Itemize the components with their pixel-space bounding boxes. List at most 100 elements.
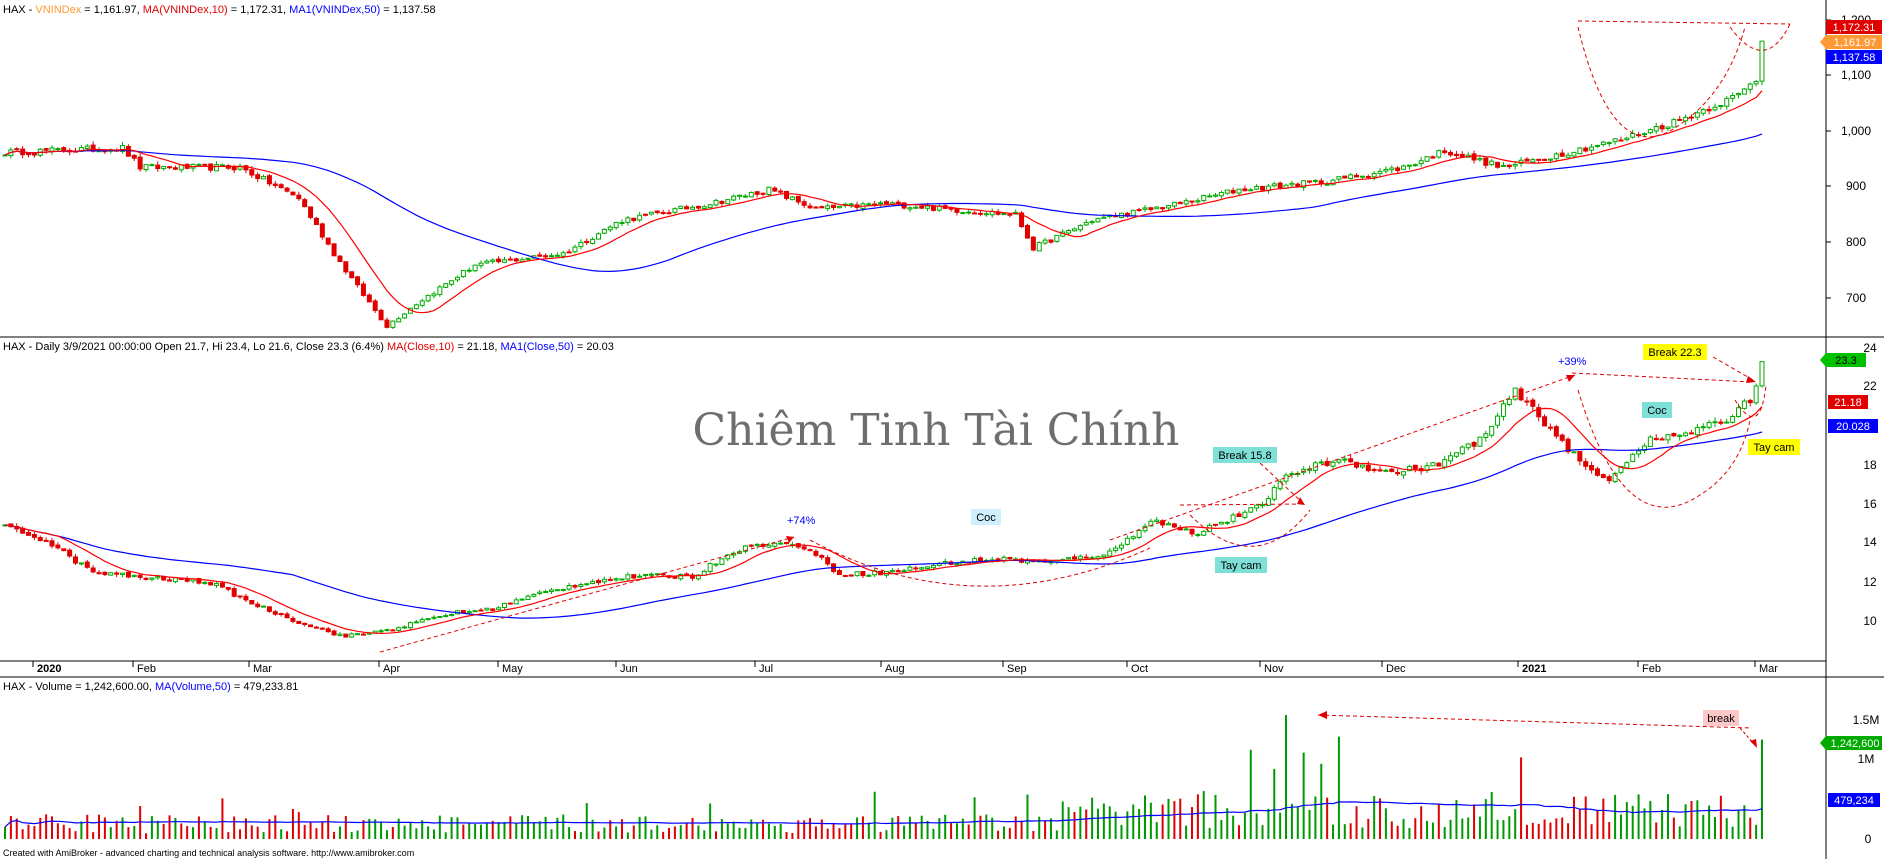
index-candle [26,152,32,156]
price-candle [637,575,643,578]
price-candle [1389,468,1395,472]
volume-bar [597,831,600,839]
price-candle [1677,434,1683,437]
price-candle [801,546,807,550]
price-candle [1442,459,1448,468]
index-candle [660,212,666,215]
index-candle [390,320,396,328]
price-candle [977,557,983,562]
price-candle [1688,432,1694,435]
index-candle [907,207,913,210]
index-candle [672,208,678,213]
index-candle [1142,207,1148,210]
price-candle [807,549,813,552]
volume-bar [1737,810,1740,839]
price-candle [202,581,208,584]
index-candle [360,283,366,296]
price-candle [772,542,778,547]
index-candle [378,309,384,321]
price-candle [1107,550,1113,557]
volume-bar [803,820,806,839]
volume-bar [1079,806,1082,839]
price-candle [631,574,637,579]
index-candle [637,214,643,221]
x-tick-label: Sep [1007,663,1027,675]
price-candle [67,549,73,557]
volume-bar [1332,824,1335,839]
price-candle [519,598,525,601]
price-candle [1213,523,1219,526]
volume-bar [21,829,24,839]
price-candle [243,595,249,601]
price-candle [449,613,455,616]
volume-bar [1608,822,1611,839]
price-candle [1477,436,1483,447]
index-candle [513,258,519,262]
index-candle [883,201,889,205]
index-ma50-badge: 1,137.58 [1833,52,1876,64]
price-candle [613,578,619,581]
volume-bar [103,817,106,839]
volume-bar [327,815,330,839]
volume-bar [45,814,48,839]
index-badges: 1,172.31 1,161.97 1,137.58 [1820,20,1882,64]
volume-bar [1749,817,1752,839]
price-candle [231,588,237,597]
price-candle [1512,387,1518,400]
index-candle [131,154,137,159]
volume-bar [914,822,917,839]
index-candle [1242,188,1248,192]
index-candle [648,211,654,215]
volume-bar [1531,822,1534,839]
x-tick-label: May [502,663,523,675]
price-ma10-badge: 21.18 [1834,397,1862,409]
index-candle [919,205,925,209]
volume-bar [732,821,735,839]
price-candle [1289,473,1295,476]
price-candle [1524,400,1530,403]
index-candle [1659,125,1665,130]
volume-bar [1243,812,1246,839]
index-candle [384,319,390,328]
index-candle [1406,164,1412,167]
volume-bar [856,817,859,839]
index-candle [772,187,778,192]
index-candle [631,217,637,221]
volume-bar [1120,824,1123,839]
index-candle [1048,239,1054,243]
volume-bar [1349,823,1352,839]
price-annotations [379,356,1767,653]
index-candle [560,252,566,257]
break-vol-arrowhead-left [1318,711,1327,719]
price-candle [825,557,831,565]
index-candle [1495,161,1501,168]
volume-bar [1408,828,1411,839]
volume-bar [1008,827,1011,839]
volume-bar [697,825,700,839]
index-candle [1054,234,1060,242]
price-candle [1118,544,1124,549]
index-candle [266,175,272,185]
price-candle [37,537,43,542]
price-candle [143,577,149,580]
volume-bar [203,821,206,839]
index-candle [290,191,296,196]
volume-bar [726,823,729,839]
volume-bar [1343,824,1346,839]
price-candle [402,626,408,629]
volume-bar [438,815,441,839]
volume-bar [239,829,242,839]
volume-bar [1713,816,1716,839]
index-candle [666,212,672,215]
volume-bar [685,823,688,839]
volume-bar [39,817,42,839]
x-axis-labels: 2020 Feb Mar Apr May Jun Jul Aug Sep Oct… [37,663,1778,675]
arrowhead-break158 [1297,497,1305,505]
volume-bar [1214,794,1217,839]
index-ma10-val: = 1,172.31, [228,4,289,16]
index-candle [331,243,337,257]
volume-bar [926,820,929,839]
volume-bar [1267,808,1270,839]
price-candle [578,584,584,587]
index-candle [478,262,484,267]
